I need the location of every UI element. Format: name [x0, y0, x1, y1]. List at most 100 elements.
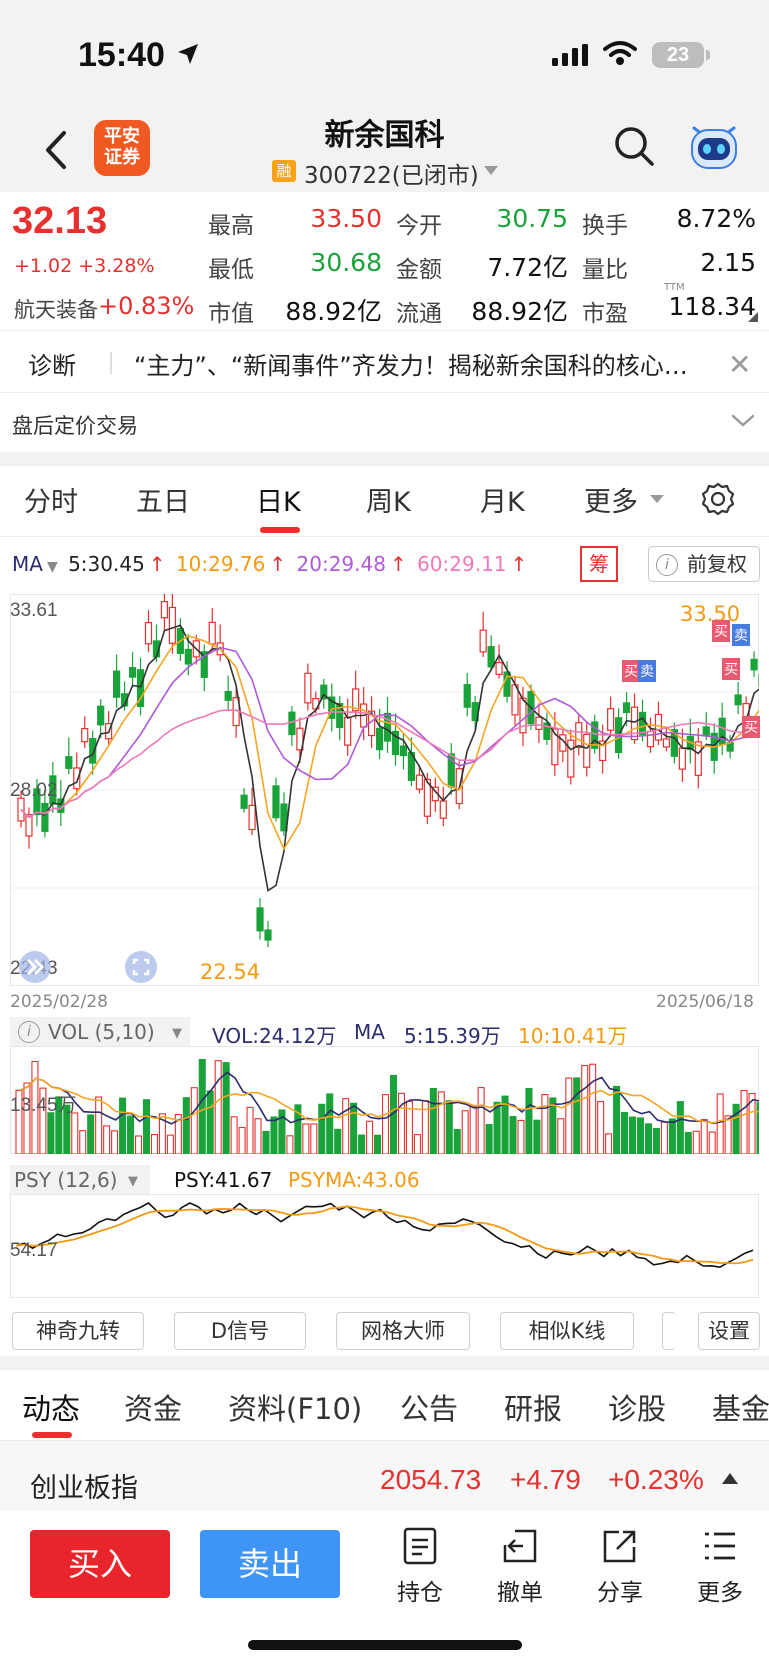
- tool-d-signal[interactable]: D信号: [174, 1312, 306, 1350]
- volume-bar: [278, 1109, 286, 1154]
- vol-caret-icon[interactable]: ▼: [172, 1026, 182, 1041]
- ma-caret-icon[interactable]: ▼: [46, 559, 58, 575]
- vol-ma10: 10:10.41万: [518, 1024, 628, 1048]
- vol-selector-bg[interactable]: [10, 1017, 190, 1047]
- index-ticker-bar[interactable]: [0, 1441, 769, 1511]
- positions-button[interactable]: 持仓: [385, 1527, 455, 1607]
- expand-up-icon[interactable]: [722, 1473, 738, 1484]
- psy-chart[interactable]: [10, 1194, 759, 1298]
- info-icon[interactable]: i: [18, 1021, 40, 1043]
- up-arrow-icon: ↑: [269, 552, 287, 576]
- news-headline[interactable]: “主力”、“新闻事件”齐发力！揭秘新余国科的核心竞争力: [134, 352, 694, 380]
- tab-stock-diagnosis[interactable]: 诊股: [608, 1392, 667, 1426]
- tool-magic-nine[interactable]: 神奇九转: [12, 1312, 144, 1350]
- tab-fund[interactable]: 基金: [712, 1392, 769, 1426]
- play-forward-icon[interactable]: [18, 950, 52, 984]
- more-button[interactable]: 更多: [685, 1527, 755, 1607]
- chevron-down-icon[interactable]: [730, 410, 756, 430]
- tab-research[interactable]: 研报: [504, 1392, 563, 1426]
- volume-bar: [23, 1082, 31, 1154]
- kline-candle: [678, 747, 686, 770]
- volume-chart[interactable]: [10, 1046, 759, 1154]
- tab-news[interactable]: 动态: [22, 1392, 81, 1426]
- tab-intraday[interactable]: 分时: [24, 487, 78, 518]
- volume-bar: [63, 1104, 71, 1154]
- buy-button[interactable]: 买入: [30, 1530, 170, 1598]
- chip-distribution-button[interactable]: 筹: [580, 546, 618, 582]
- tab-f10[interactable]: 资料(F10): [228, 1392, 363, 1426]
- volume-bar: [636, 1117, 645, 1154]
- sector-change[interactable]: +0.83%: [98, 292, 195, 320]
- volume-bar: [286, 1135, 294, 1154]
- tab-monthly-k[interactable]: 月K: [480, 487, 525, 518]
- diagnosis-label[interactable]: 诊断: [28, 352, 76, 380]
- kline-candle: [65, 756, 73, 769]
- candlestick-chart[interactable]: [10, 594, 759, 986]
- share-button[interactable]: 分享: [585, 1527, 655, 1607]
- quote-value-turnover: 8.72%: [676, 204, 756, 233]
- tab-five-day[interactable]: 五日: [136, 487, 190, 518]
- ai-assistant-robot-icon[interactable]: [686, 118, 742, 174]
- psy-selector[interactable]: PSY (12,6): [14, 1168, 118, 1192]
- volume-bar: [644, 1123, 652, 1154]
- volume-bar: [174, 1114, 182, 1154]
- volume-bar: [127, 1115, 135, 1154]
- ma-label[interactable]: MA: [12, 552, 43, 576]
- cellular-signal-icon: [552, 44, 588, 66]
- search-icon[interactable]: [612, 124, 656, 168]
- kline-date-start: 2025/02/28: [10, 992, 108, 1012]
- vol-selector[interactable]: VOL (5,10): [48, 1020, 155, 1044]
- divider: [0, 330, 769, 331]
- volume-bar: [374, 1134, 382, 1154]
- expand-corner-icon[interactable]: [748, 312, 758, 322]
- after-hours-trading-label[interactable]: 盘后定价交易: [12, 414, 138, 438]
- volume-bar: [119, 1097, 127, 1154]
- kline-candle: [144, 622, 153, 645]
- share-icon: [603, 1530, 636, 1563]
- kline-candle: [97, 705, 105, 726]
- tool-overflow[interactable]: [662, 1312, 676, 1350]
- psy-selector-bg[interactable]: [10, 1165, 150, 1195]
- ma5-value: 5:30.45: [68, 552, 145, 576]
- volume-bar: [318, 1103, 326, 1154]
- stock-switch-caret-icon[interactable]: [484, 166, 498, 175]
- up-arrow-icon: ↑: [148, 552, 166, 576]
- price-change: +1.02 +3.28%: [14, 255, 155, 277]
- more-caret-icon[interactable]: [650, 495, 664, 503]
- tab-daily-k[interactable]: 日K: [256, 487, 301, 518]
- tab-more[interactable]: 更多: [584, 487, 638, 518]
- volume-bar: [15, 1089, 23, 1154]
- kline-candle: [33, 788, 41, 816]
- psy-frame: [10, 1194, 759, 1298]
- menu-icon: [705, 1532, 735, 1560]
- sell-button[interactable]: 卖出: [200, 1530, 340, 1598]
- volume-bar: [557, 1118, 565, 1154]
- psy-caret-icon[interactable]: ▼: [128, 1174, 138, 1189]
- news-close-icon[interactable]: ✕: [728, 348, 752, 381]
- stock-code[interactable]: 300722(已闭市): [304, 163, 479, 189]
- tab-announcements[interactable]: 公告: [400, 1392, 459, 1426]
- broker-logo[interactable]: 平安证券: [94, 120, 150, 176]
- fullscreen-icon[interactable]: [124, 950, 158, 984]
- up-arrow-icon: ↑: [510, 552, 528, 576]
- tab-weekly-k[interactable]: 周K: [366, 487, 411, 518]
- cancel-order-button[interactable]: 撤单: [485, 1527, 555, 1607]
- sector-name[interactable]: 航天装备: [14, 298, 98, 322]
- tool-similar-kline[interactable]: 相似K线: [500, 1312, 634, 1350]
- volume-bar: [589, 1063, 597, 1154]
- forward-adjust-button[interactable]: 前复权: [648, 546, 760, 582]
- volume-bar: [366, 1120, 374, 1154]
- back-chevron-icon[interactable]: [36, 125, 76, 175]
- volume-bar: [262, 1130, 270, 1154]
- gear-icon[interactable]: [700, 481, 736, 517]
- volume-bar: [87, 1114, 95, 1154]
- volume-bar: [652, 1128, 660, 1154]
- tab-funds[interactable]: 资金: [124, 1392, 183, 1426]
- volume-bar: [254, 1118, 262, 1154]
- vol-y-label: 13.45万: [10, 1095, 77, 1116]
- tool-settings[interactable]: 设置: [698, 1312, 760, 1350]
- kline-candle: [734, 694, 742, 706]
- positions-label: 持仓: [397, 1580, 443, 1606]
- kline-candle: [423, 778, 431, 817]
- tool-grid-master[interactable]: 网格大师: [336, 1312, 470, 1350]
